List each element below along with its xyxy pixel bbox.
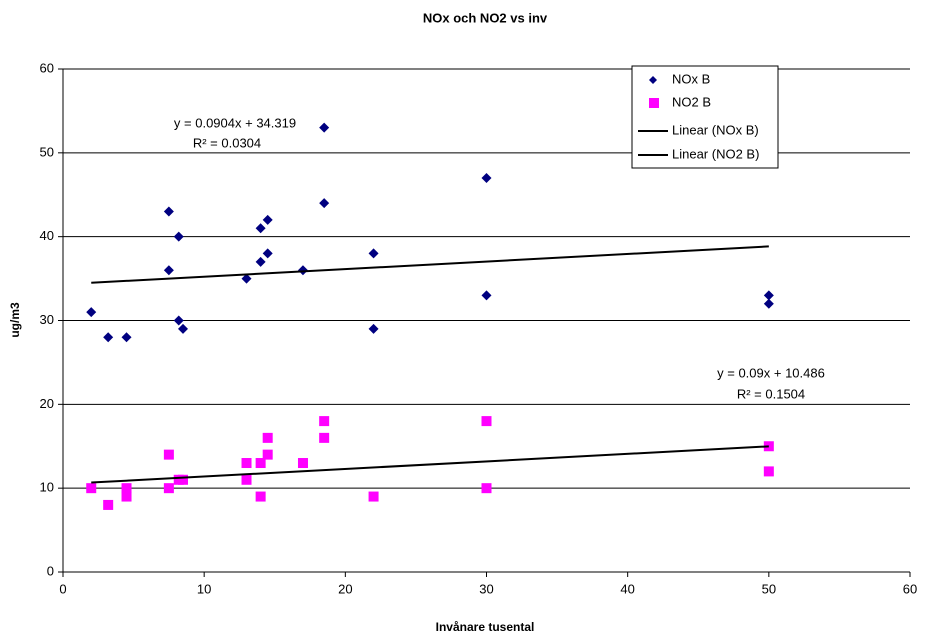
trend-line [91,445,769,484]
chart-title: NOx och NO2 vs inv [423,10,548,25]
point [163,449,174,460]
point [255,491,266,502]
x-tick-label: 10 [197,581,211,596]
x-tick-label: 20 [338,581,352,596]
point [163,206,174,217]
annotation: R² = 0.0304 [193,135,261,150]
legend-label: NO2 B [672,94,711,109]
point [319,432,330,443]
x-tick-label: 0 [59,581,66,596]
point [368,248,379,259]
annotation: y = 0.0904x + 34.319 [174,115,296,130]
point [763,466,774,477]
point [86,483,97,494]
point [262,432,273,443]
point [173,231,184,242]
x-tick-label: 40 [620,581,634,596]
legend-label: Linear (NOx B) [672,122,759,137]
point [297,265,308,276]
point [319,416,330,427]
point [241,474,252,485]
x-axis-title: Invånare tusental [436,620,535,634]
annotation: R² = 0.1504 [737,386,805,401]
point [368,323,379,334]
point [262,449,273,460]
point [763,290,774,301]
point [262,248,273,259]
point [163,483,174,494]
point [368,491,379,502]
point [177,474,188,485]
point [262,214,273,225]
x-tick-label: 30 [479,581,493,596]
y-tick-label: 60 [40,60,54,75]
point [103,499,114,510]
point [86,307,97,318]
point [481,416,492,427]
point [255,256,266,267]
x-tick-label: 50 [762,581,776,596]
point [319,122,330,133]
point [319,198,330,209]
point [241,273,252,284]
point [481,483,492,494]
y-tick-label: 50 [40,144,54,159]
point [241,458,252,469]
point [297,458,308,469]
y-tick-label: 40 [40,228,54,243]
x-tick-label: 60 [903,581,917,596]
point [173,315,184,326]
point [163,265,174,276]
y-tick-label: 20 [40,396,54,411]
y-tick-label: 10 [40,480,54,495]
y-axis-title: ug/m3 [8,302,22,338]
point [255,223,266,234]
legend-label: Linear (NO2 B) [672,146,759,161]
y-tick-label: 30 [40,312,54,327]
legend-box [631,65,779,169]
point [177,323,188,334]
legend-label: NOx B [672,71,710,86]
legend-swatch [649,76,657,84]
point [481,290,492,301]
y-tick-label: 0 [47,563,54,578]
point [103,332,114,343]
point [121,483,132,494]
trend-line [91,245,769,284]
legend-swatch [649,98,659,108]
point [255,458,266,469]
point [481,172,492,183]
point [121,491,132,502]
point [763,441,774,452]
point [121,332,132,343]
annotation: y = 0.09x + 10.486 [717,365,825,380]
point [763,298,774,309]
